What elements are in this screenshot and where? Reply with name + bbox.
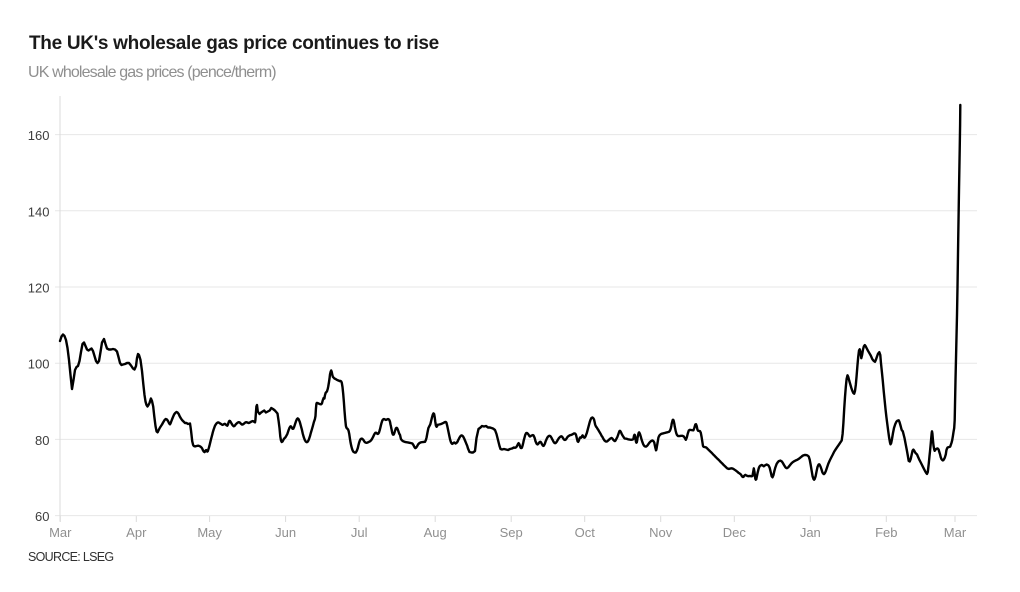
svg-text:120: 120 — [28, 281, 50, 296]
svg-text:Nov: Nov — [649, 525, 673, 540]
svg-text:Sep: Sep — [500, 525, 523, 540]
svg-text:Jan: Jan — [800, 525, 821, 540]
svg-text:Oct: Oct — [575, 525, 596, 540]
svg-text:Aug: Aug — [424, 525, 447, 540]
svg-text:160: 160 — [28, 128, 50, 143]
svg-text:80: 80 — [35, 433, 49, 448]
svg-text:Mar: Mar — [49, 525, 72, 540]
svg-text:140: 140 — [28, 204, 50, 219]
svg-text:May: May — [197, 525, 222, 540]
svg-text:Jun: Jun — [275, 525, 296, 540]
svg-text:Feb: Feb — [875, 525, 897, 540]
svg-text:60: 60 — [35, 509, 49, 524]
svg-text:Dec: Dec — [723, 525, 747, 540]
svg-text:Apr: Apr — [126, 525, 147, 540]
svg-text:100: 100 — [28, 357, 50, 372]
svg-text:Jul: Jul — [351, 525, 368, 540]
svg-text:Mar: Mar — [944, 525, 967, 540]
